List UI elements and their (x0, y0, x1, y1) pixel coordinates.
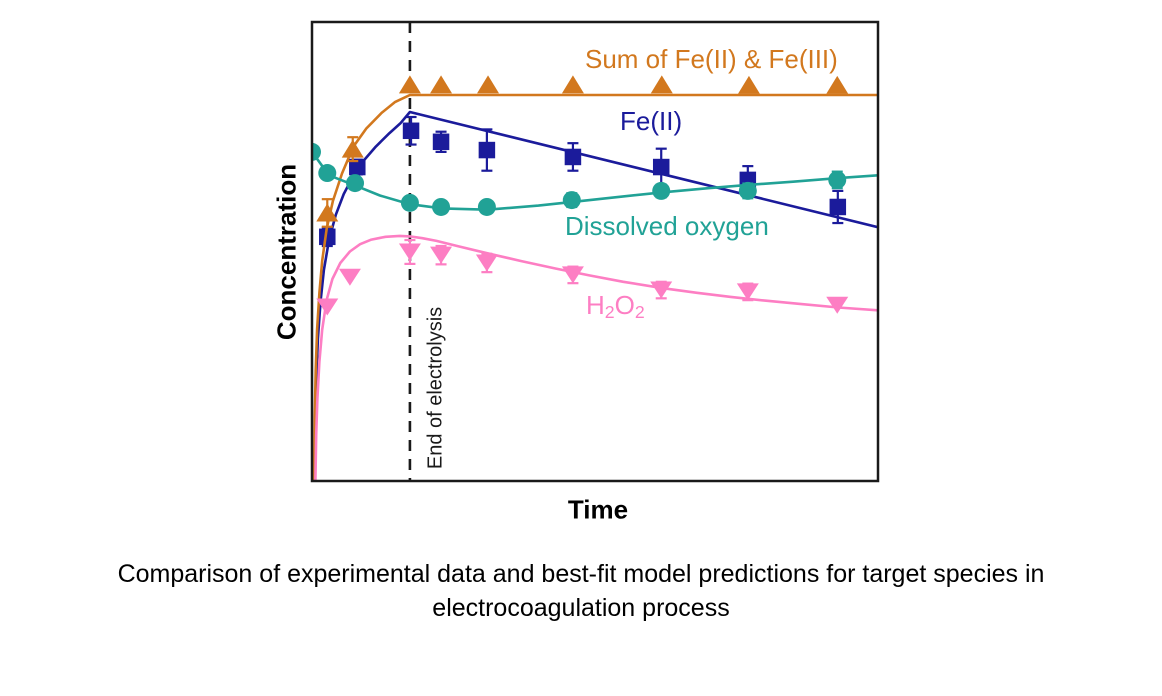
h2o2-marker (316, 298, 339, 316)
figure-caption-line2: electrocoagulation process (432, 594, 730, 622)
dissolved-oxygen-marker (828, 170, 847, 189)
sum-fe-marker (477, 75, 500, 94)
sum-fe-marker (561, 75, 584, 94)
fe2-marker (349, 158, 366, 176)
fe2-marker (564, 148, 582, 166)
dissolved-oxygen-marker (400, 193, 419, 212)
series-label-dissolved-oxygen: Dissolved oxygen (565, 211, 769, 241)
series-h2o2 (314, 234, 878, 481)
h2o2-marker (475, 254, 498, 272)
sum-fe-marker (826, 75, 849, 94)
dissolved-oxygen-marker (346, 174, 365, 193)
sum-fe-marker (398, 75, 421, 94)
series-dissolved-oxygen (312, 142, 878, 216)
fe2-marker (319, 228, 336, 246)
figure-caption-line1: Comparison of experimental data and best… (117, 560, 1045, 588)
series-label-h2o2: H2O2 (586, 291, 645, 326)
h2o2-marker (650, 281, 673, 299)
plot-content (312, 22, 878, 481)
sum-fe-marker (430, 75, 453, 94)
sum-fe-marker (737, 75, 760, 94)
fe2-marker (478, 141, 496, 159)
h2o2-marker (338, 268, 361, 286)
dissolved-oxygen-marker (318, 164, 337, 183)
dissolved-oxygen-model-line (312, 150, 878, 211)
series-sum-fe (312, 75, 878, 481)
fe2-marker (829, 198, 847, 216)
sum-fe-marker (650, 75, 673, 94)
sum-fe-marker (316, 203, 339, 222)
end-of-electrolysis-label: End of electrolysis (424, 306, 447, 470)
h2o2-sub1: 2 (604, 301, 615, 322)
fe2-marker (652, 158, 670, 176)
dissolved-oxygen-marker (312, 142, 321, 161)
sum-fe-marker (341, 139, 364, 158)
h2o2-base1: H (586, 290, 605, 320)
dissolved-oxygen-marker (738, 181, 757, 200)
h2o2-marker (561, 266, 584, 284)
plot-border (310, 20, 880, 483)
y-axis-label: Concentration (271, 163, 302, 341)
dissolved-oxygen-marker (432, 197, 451, 216)
h2o2-sub2: 2 (634, 301, 645, 322)
series-label-fe2: Fe(II) (620, 106, 683, 136)
h2o2-marker (736, 283, 759, 301)
dissolved-oxygen-marker (477, 197, 496, 216)
h2o2-model-line (314, 234, 878, 481)
fe2-marker (402, 122, 420, 140)
h2o2-marker (430, 246, 453, 264)
series-label-sum-fe: Sum of Fe(II) & Fe(III) (585, 44, 838, 74)
dissolved-oxygen-marker (562, 191, 581, 210)
x-axis-label: Time (567, 494, 629, 525)
dissolved-oxygen-marker (652, 181, 671, 200)
fe2-marker (432, 133, 450, 151)
h2o2-marker (398, 243, 421, 261)
h2o2-base2: O (614, 290, 635, 320)
sum-fe-model-line (312, 93, 878, 481)
h2o2-marker (826, 296, 849, 314)
